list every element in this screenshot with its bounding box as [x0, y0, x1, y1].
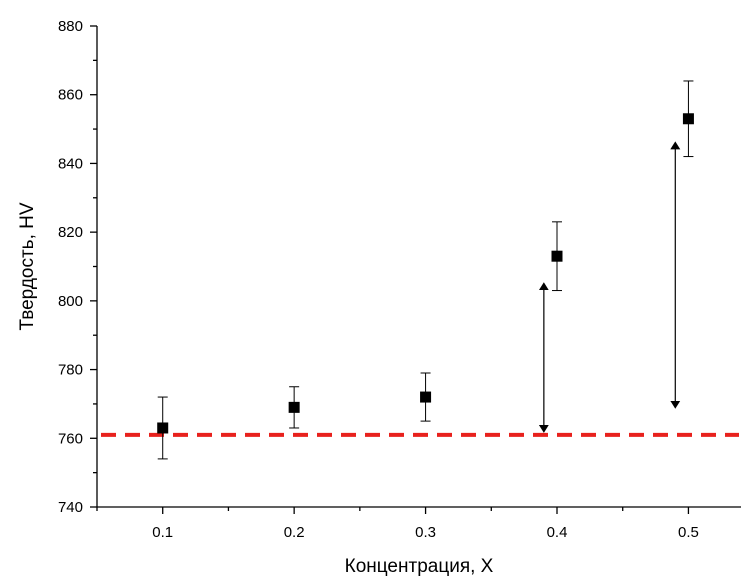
data-point	[157, 422, 169, 434]
y-axis-title: Твердость, HV	[17, 202, 38, 330]
x-tick-label: 0.1	[152, 524, 173, 541]
y-tick-label: 880	[58, 18, 83, 35]
axes: 740 760 780 800 820 840 860 880 0.1 0.2 0.3 0.4 0.5	[58, 18, 741, 541]
x-axis-title: Концентрация, X	[345, 556, 494, 577]
data-point	[682, 113, 694, 125]
y-tick-label: 740	[58, 499, 83, 516]
y-tick-label: 780	[58, 362, 83, 379]
y-tick-label: 840	[58, 155, 83, 172]
y-tick-label: 820	[58, 224, 83, 241]
x-tick-label: 0.4	[547, 524, 568, 541]
data-point	[420, 391, 432, 403]
x-tick-label: 0.2	[284, 524, 305, 541]
data-point	[551, 250, 563, 262]
y-tick-label: 860	[58, 87, 83, 104]
y-tick-label: 800	[58, 293, 83, 310]
data-point	[288, 401, 300, 413]
x-tick-label: 0.5	[678, 524, 699, 541]
arrow-layer	[538, 141, 681, 433]
y-tick-label: 760	[58, 430, 83, 447]
data-layer	[157, 80, 694, 460]
x-tick-label: 0.3	[415, 524, 436, 541]
